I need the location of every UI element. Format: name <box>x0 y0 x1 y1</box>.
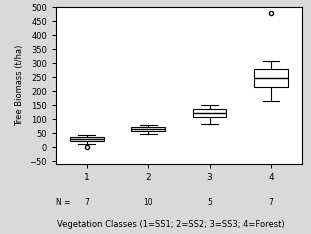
Y-axis label: Tree Biomass (t/ha): Tree Biomass (t/ha) <box>15 45 24 126</box>
Text: 5: 5 <box>207 198 212 207</box>
Text: 7: 7 <box>268 198 273 207</box>
PathPatch shape <box>254 69 288 87</box>
PathPatch shape <box>70 137 104 141</box>
PathPatch shape <box>193 109 226 117</box>
Text: 7: 7 <box>84 198 89 207</box>
Text: Vegetation Classes (1=SS1; 2=SS2; 3=SS3; 4=Forest): Vegetation Classes (1=SS1; 2=SS2; 3=SS3;… <box>57 220 285 229</box>
PathPatch shape <box>131 127 165 131</box>
Text: N =: N = <box>56 198 71 207</box>
Text: 10: 10 <box>143 198 153 207</box>
